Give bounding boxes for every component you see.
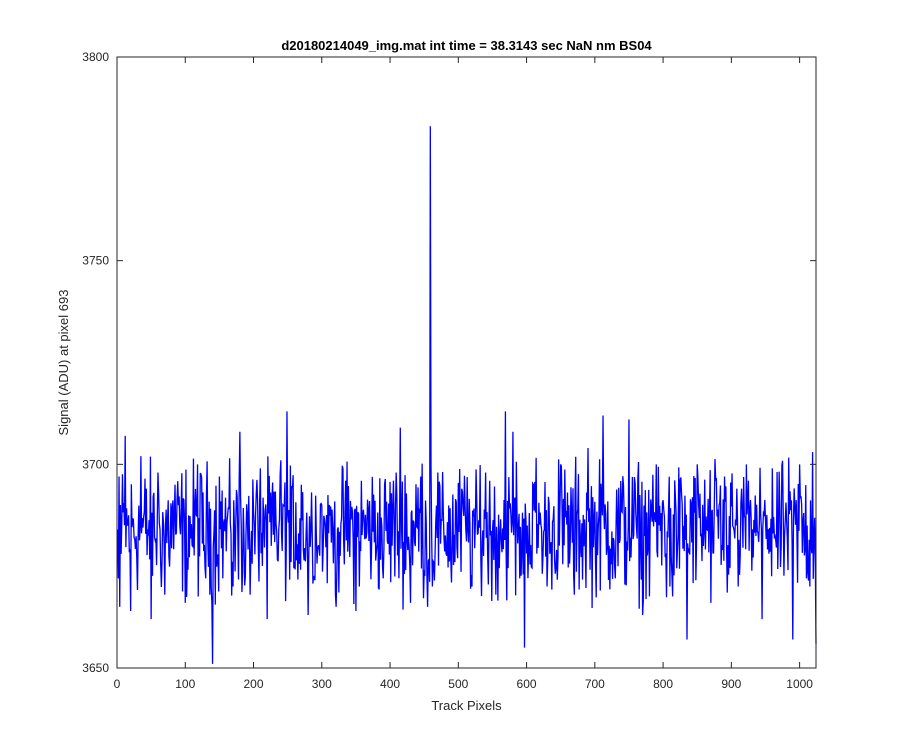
x-tick-label: 900 <box>721 677 741 691</box>
x-tick-label: 400 <box>380 677 400 691</box>
x-tick-label: 100 <box>175 677 195 691</box>
y-tick-label: 3800 <box>82 50 109 64</box>
chart-title: d20180214049_img.mat int time = 38.3143 … <box>281 38 652 53</box>
series-line <box>117 126 817 664</box>
x-tick-label: 0 <box>114 677 121 691</box>
x-tick-label: 300 <box>312 677 332 691</box>
x-tick-label: 1000 <box>786 677 813 691</box>
x-tick-label: 800 <box>653 677 673 691</box>
plot-layer <box>117 126 817 664</box>
y-tick-label: 3750 <box>82 254 109 268</box>
x-tick-label: 200 <box>244 677 264 691</box>
x-tick-label: 700 <box>585 677 605 691</box>
y-tick-label: 3650 <box>82 661 109 675</box>
axes-frame <box>116 56 817 669</box>
x-tick-label: 500 <box>448 677 468 691</box>
x-axis-label: Track Pixels <box>431 698 502 713</box>
y-axis: 3650 3700 3750 3800 <box>82 50 816 675</box>
y-tick-label: 3700 <box>82 457 109 471</box>
x-tick-label: 600 <box>517 677 537 691</box>
y-axis-label: Signal (ADU) at pixel 693 <box>56 290 71 436</box>
x-axis: 0 100 200 300 400 500 600 700 800 900 1000 <box>114 57 813 691</box>
